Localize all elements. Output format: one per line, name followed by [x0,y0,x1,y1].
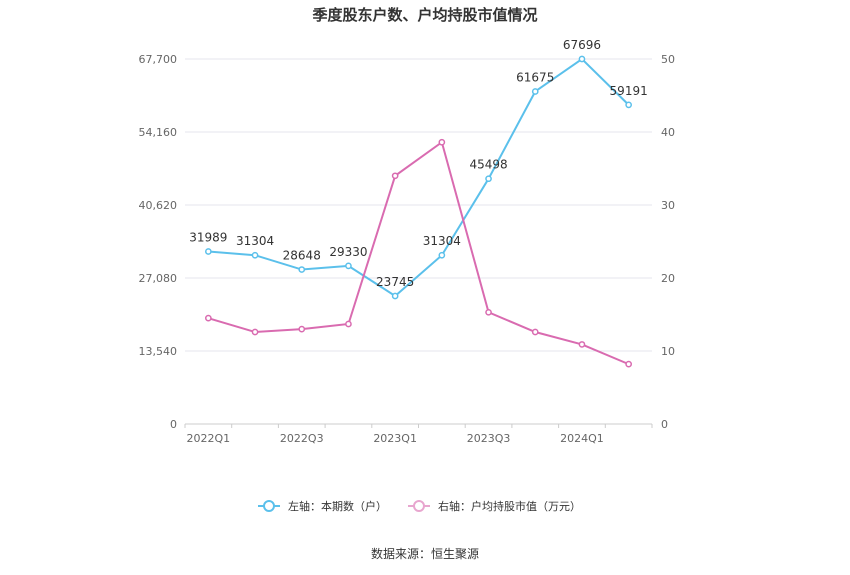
chart-title: 季度股东户数、户均持股市值情况 [312,6,537,24]
data-point-left[interactable] [251,251,259,259]
data-label: 59191 [610,84,648,98]
data-point-left[interactable] [298,266,306,273]
legend-label-left: 左轴：本期数（户） [288,499,387,513]
legend-item-left[interactable]: 左轴：本期数（户） [258,499,387,513]
data-point-right[interactable] [205,314,212,322]
data-point-left[interactable] [485,175,492,183]
data-point-left[interactable] [438,251,446,259]
left-tick-label: 54,160 [139,126,178,139]
left-axis: 0 13,540 27,080 40,620 54,160 67,700 [139,53,178,431]
x-tick-label: 2023Q3 [467,432,511,445]
right-tick-label: 50 [661,53,675,66]
right-tick-label: 40 [661,126,675,139]
grid-lines [185,58,652,425]
data-point-right[interactable] [391,172,399,180]
data-label: 45498 [469,158,507,172]
data-label: 31989 [189,231,227,245]
left-tick-label: 13,540 [139,345,178,358]
left-tick-label: 67,700 [139,53,178,66]
data-label: 31304 [423,234,461,248]
legend-item-right[interactable]: 右轴：户均持股市值（万元） [408,499,581,513]
series-line-left [208,57,630,298]
data-point-right[interactable] [578,341,586,348]
data-label: 28648 [283,249,321,263]
data-label: 29330 [329,245,367,259]
data-point-left[interactable] [625,101,633,109]
data-point-right[interactable] [298,325,306,333]
left-tick-label: 27,080 [139,272,178,285]
data-label: 67696 [563,38,601,52]
data-point-left[interactable] [531,88,539,95]
series-line-right [208,140,630,366]
data-label: 61675 [516,70,554,84]
legend-marker-right [413,500,425,512]
right-axis: 0 10 20 30 40 50 [661,53,675,431]
left-tick-label: 0 [170,418,177,431]
data-point-right[interactable] [485,308,492,316]
data-point-right[interactable] [438,138,446,146]
legend[interactable]: 左轴：本期数（户） 右轴：户均持股市值（万元） [258,499,581,513]
data-label: 31304 [236,234,274,248]
x-tick-label: 2024Q1 [560,432,604,445]
data-point-left[interactable] [391,292,399,300]
data-label: 23745 [376,275,414,289]
x-tick-label: 2022Q1 [187,432,231,445]
right-tick-label: 0 [661,418,668,431]
series-layer: 31989 31304 28648 29330 23745 31304 45498 61675… [189,38,648,368]
data-point-right[interactable] [531,328,539,336]
data-point-right[interactable] [251,328,259,336]
data-point-right[interactable] [345,320,352,328]
data-point-left[interactable] [345,262,352,270]
data-point-left[interactable] [578,55,586,63]
data-point-right[interactable] [625,360,633,368]
right-tick-label: 10 [661,345,675,358]
x-tick-label: 2023Q1 [373,432,417,445]
data-point-left[interactable] [205,248,212,255]
left-tick-label: 40,620 [139,199,178,212]
legend-marker-left [263,500,275,512]
x-axis: 2022Q1 2022Q3 2023Q1 2023Q3 2024Q1 [184,424,653,445]
right-tick-label: 20 [661,272,675,285]
legend-label-right: 右轴：户均持股市值（万元） [438,499,581,513]
right-tick-label: 30 [661,199,675,212]
data-source: 数据来源：恒生聚源 [371,546,479,561]
x-tick-label: 2022Q3 [280,432,324,445]
